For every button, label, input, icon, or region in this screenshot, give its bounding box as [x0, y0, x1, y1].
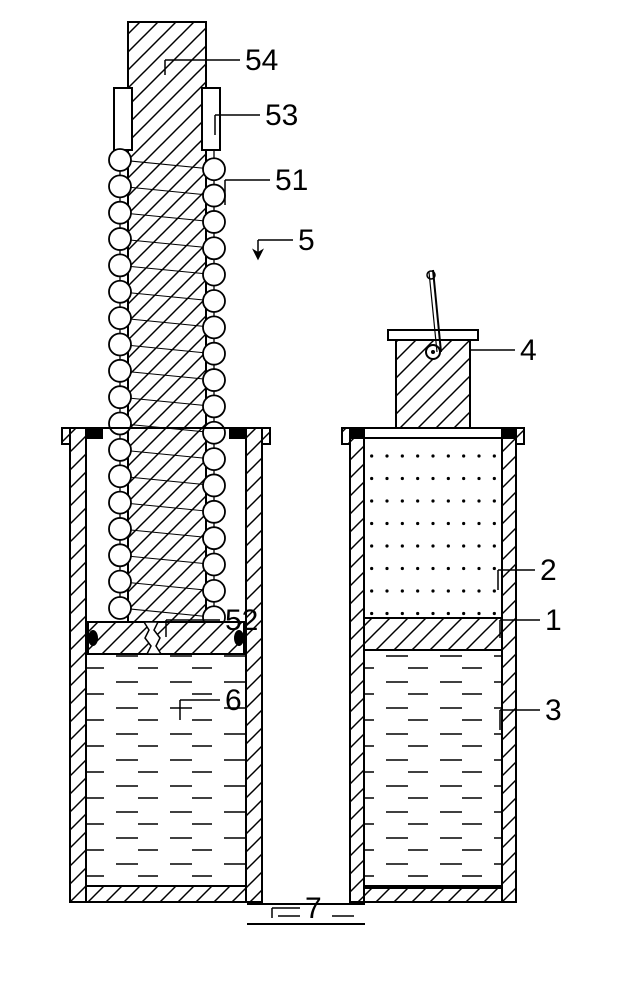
left-cyl-wall-right	[246, 428, 262, 902]
left-sleeve-right	[202, 88, 220, 150]
right-cyl-bottom	[350, 888, 516, 902]
rflange-out-r	[516, 428, 524, 444]
right-cyl-wall-left	[350, 428, 364, 902]
leader	[215, 115, 260, 135]
label-l51: 51	[275, 164, 308, 197]
left-flange-r	[230, 428, 246, 438]
left-rod	[128, 22, 206, 622]
leader	[258, 240, 293, 258]
label-l52: 52	[225, 604, 258, 637]
lflange-out-r	[262, 428, 270, 444]
plug-top	[388, 330, 478, 340]
right-fluid	[364, 650, 502, 886]
label-l2: 2	[540, 554, 557, 587]
rflange-out-l	[342, 428, 350, 444]
left-fluid	[86, 654, 246, 886]
right-cyl-wall-right	[502, 428, 516, 902]
label-l1: 1	[545, 604, 562, 637]
right-piston	[364, 618, 502, 650]
diagram-root: 545351545221637	[0, 0, 625, 1000]
left-cyl-wall-left	[70, 428, 86, 902]
label-l7: 7	[305, 892, 322, 925]
label-l4: 4	[520, 334, 537, 367]
leader	[470, 350, 515, 370]
label-l53: 53	[265, 99, 298, 132]
left-cyl-bottom	[70, 886, 262, 902]
left-flange-l	[86, 428, 102, 438]
label-l54: 54	[245, 44, 278, 77]
right-flange-r	[502, 428, 514, 438]
lflange-out-l	[62, 428, 70, 444]
right-flange-l	[352, 428, 364, 438]
left-sleeve-left	[114, 88, 132, 150]
label-l5: 5	[298, 224, 315, 257]
label-l3: 3	[545, 694, 562, 727]
label-l6: 6	[225, 684, 242, 717]
leader	[225, 180, 270, 205]
